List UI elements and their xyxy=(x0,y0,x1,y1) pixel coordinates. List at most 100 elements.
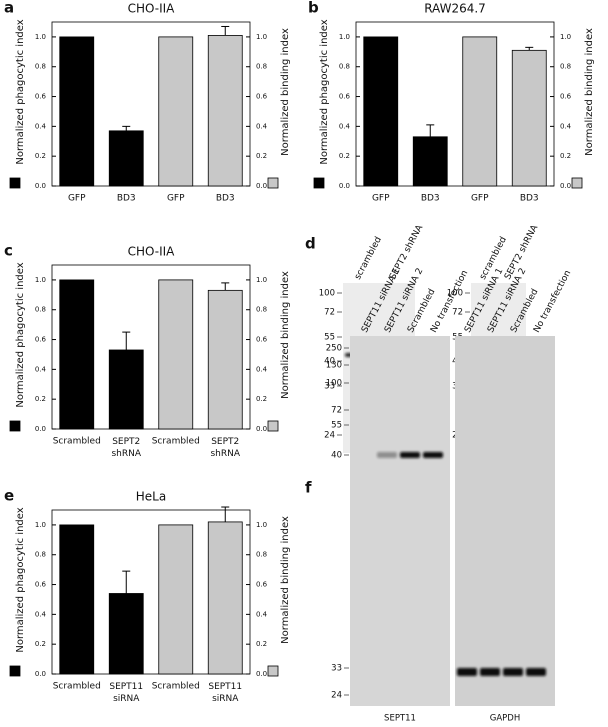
y-tick-label: 1.0 xyxy=(35,276,46,284)
y-tick-label: 0.6 xyxy=(35,581,47,589)
y2-axis-label: Normalized binding index xyxy=(280,271,291,399)
x-tick-label: SEPT2 shRNA xyxy=(111,437,141,459)
y2-tick-label: 0.0 xyxy=(560,182,571,190)
chart-title: CHO-IIA xyxy=(128,245,176,259)
y2-tick-label: 0.6 xyxy=(256,581,268,589)
chart-title: RAW264.7 xyxy=(424,2,486,16)
y2-tick-label: 0.8 xyxy=(256,63,267,71)
marker-label: 33 xyxy=(324,382,335,392)
error-bar xyxy=(122,570,131,594)
legend-swatch xyxy=(9,420,21,432)
bar xyxy=(59,279,95,430)
band xyxy=(423,452,443,458)
bar xyxy=(363,36,399,187)
y-axis-label: Normalized phagocytic index xyxy=(319,19,330,164)
legend-swatch xyxy=(313,177,325,189)
y2-tick-label: 0.4 xyxy=(256,122,268,130)
legend-swatch xyxy=(267,177,279,189)
bar-chart: c CHO-IIA 0.0 0.2 0.4 0.6 0.8 1.0 0.0 0.2 0.4 0.6 0.… xyxy=(4,242,291,459)
band xyxy=(503,668,523,676)
marker-label: 55 xyxy=(324,333,335,343)
x-tick-label: GFP xyxy=(372,194,390,204)
y-axis-label: Normalized phagocytic index xyxy=(15,19,26,164)
marker-label: 250 xyxy=(326,344,342,354)
marker-label: 24 xyxy=(324,431,335,441)
bar xyxy=(511,49,547,187)
y2-tick-label: 0.8 xyxy=(560,63,571,71)
y-tick-label: 0.2 xyxy=(35,395,46,403)
chart-title: HeLa xyxy=(136,490,166,504)
error-bar xyxy=(221,25,230,36)
bar-chart: b RAW264.7 0.0 0.2 0.4 0.6 0.8 1.0 0.0 0.2 0.4 0.6 0… xyxy=(308,0,595,204)
y2-tick-label: 1.0 xyxy=(560,33,571,41)
marker-label: 55 xyxy=(331,421,342,431)
y2-axis-label: Normalized binding index xyxy=(280,516,291,644)
plot-frame xyxy=(51,21,251,187)
y2-tick-label: 0.2 xyxy=(256,640,267,648)
error-bar xyxy=(221,506,230,522)
y-tick-label: 0.4 xyxy=(35,365,47,373)
x-tick-label: BD3 xyxy=(520,194,539,204)
y2-tick-label: 0.6 xyxy=(256,93,268,101)
panel-letter: d xyxy=(305,235,316,253)
x-tick-label: BD3 xyxy=(216,194,235,204)
y-tick-label: 1.0 xyxy=(35,521,46,529)
error-bar xyxy=(221,282,230,291)
y-tick-label: 0.6 xyxy=(35,336,47,344)
x-tick-label: SEPT11 siRNA xyxy=(208,682,242,704)
lane-label: No transfection xyxy=(532,269,573,335)
x-tick-label: Scrambled xyxy=(53,682,101,692)
y-tick-label: 0.6 xyxy=(35,93,47,101)
legend-swatch xyxy=(267,420,279,432)
marker-label: 72 xyxy=(452,308,463,318)
bar xyxy=(108,593,144,675)
y2-tick-label: 0.8 xyxy=(256,551,267,559)
legend-swatch xyxy=(267,665,279,677)
y2-tick-label: 0.0 xyxy=(256,670,267,678)
y-tick-label: 0.6 xyxy=(339,93,351,101)
y-tick-label: 0.8 xyxy=(35,63,46,71)
bar xyxy=(207,289,243,430)
marker-label: 72 xyxy=(331,406,342,416)
error-bar xyxy=(525,46,534,51)
y2-tick-label: 0.0 xyxy=(256,425,267,433)
y-tick-label: 1.0 xyxy=(339,33,350,41)
x-tick-label: GFP xyxy=(167,194,185,204)
y-tick-label: 0.0 xyxy=(35,182,46,190)
bar xyxy=(59,524,95,675)
panel-letter: e xyxy=(4,487,14,505)
x-tick-label: SEPT11 siRNA xyxy=(109,682,143,704)
x-tick-label: Scrambled xyxy=(152,437,200,447)
error-bar xyxy=(122,331,131,350)
y2-tick-label: 0.0 xyxy=(256,182,267,190)
gel xyxy=(350,336,450,706)
y-tick-label: 0.4 xyxy=(339,122,351,130)
legend-swatch xyxy=(9,665,21,677)
x-tick-label: GFP xyxy=(68,194,86,204)
y-tick-label: 0.8 xyxy=(35,306,46,314)
panel-letter: a xyxy=(4,0,14,17)
y-tick-label: 0.8 xyxy=(339,63,350,71)
panel-letter: b xyxy=(308,0,319,17)
lane-label: scrambled xyxy=(353,235,384,281)
band xyxy=(526,668,546,676)
x-tick-label: BD3 xyxy=(117,194,136,204)
band xyxy=(377,452,397,458)
band xyxy=(457,668,477,676)
gel xyxy=(455,336,555,706)
marker-label: 40 xyxy=(331,451,342,461)
legend-swatch xyxy=(571,177,583,189)
x-tick-label: Scrambled xyxy=(53,437,101,447)
error-bar xyxy=(426,124,435,137)
y2-tick-label: 0.4 xyxy=(256,610,268,618)
marker-label: 100 xyxy=(326,379,342,389)
y2-axis-label: Normalized binding index xyxy=(280,28,291,156)
bar xyxy=(207,35,243,187)
y2-tick-label: 0.2 xyxy=(560,152,571,160)
y-tick-label: 0.0 xyxy=(35,425,46,433)
y-axis-label: Normalized phagocytic index xyxy=(15,507,26,652)
plot-frame xyxy=(51,509,251,675)
y2-tick-label: 0.2 xyxy=(256,395,267,403)
blot-label: SEPT11 xyxy=(384,714,416,724)
